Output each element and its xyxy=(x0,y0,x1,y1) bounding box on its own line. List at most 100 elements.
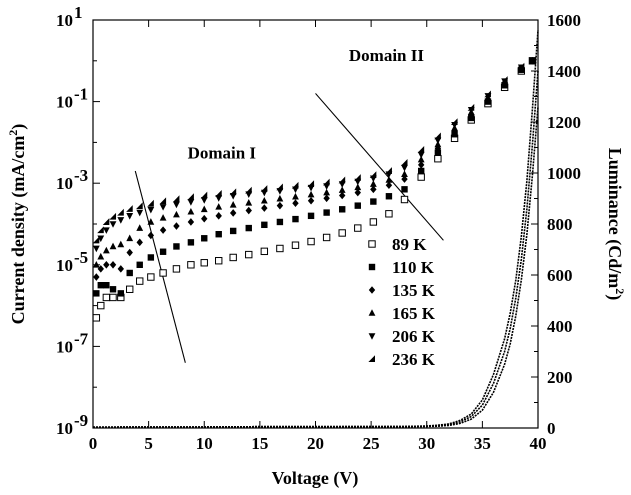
data-point xyxy=(369,180,377,187)
data-point xyxy=(322,233,331,242)
luminance-curves xyxy=(92,30,539,428)
data-point xyxy=(103,282,110,289)
data-point xyxy=(200,197,208,204)
data-point xyxy=(109,286,117,293)
x-tick-label: 25 xyxy=(363,434,380,453)
data-point xyxy=(172,265,181,273)
luminance-curve xyxy=(92,70,539,428)
data-point xyxy=(501,76,508,83)
data-point xyxy=(102,293,111,302)
data-point xyxy=(187,218,195,226)
data-point xyxy=(200,259,208,267)
data-point xyxy=(136,209,144,217)
data-point xyxy=(215,203,223,210)
data-point xyxy=(291,181,299,189)
data-point xyxy=(109,221,117,228)
data-point xyxy=(484,90,491,98)
data-point xyxy=(147,231,155,240)
data-point xyxy=(400,159,408,166)
data-point xyxy=(117,290,125,297)
domain-divider-line xyxy=(315,93,444,241)
y-right-tick-label: 1400 xyxy=(547,62,581,81)
data-point xyxy=(229,201,237,208)
data-point xyxy=(126,213,134,220)
y-right-tick-label: 1000 xyxy=(547,164,581,183)
data-point xyxy=(417,145,425,153)
legend: 89 K 110 K 135 K 165 K 206 K 236 K xyxy=(368,235,436,369)
data-point xyxy=(136,261,143,268)
data-point xyxy=(92,314,101,322)
data-point xyxy=(126,269,133,277)
data-point xyxy=(229,188,237,196)
data-point xyxy=(467,103,475,111)
data-point xyxy=(229,253,237,262)
data-point xyxy=(276,183,283,191)
data-point xyxy=(369,171,377,179)
x-tick-label: 5 xyxy=(144,434,153,453)
data-point xyxy=(385,181,393,190)
data-point xyxy=(97,282,104,289)
x-tick-label: 10 xyxy=(196,434,213,453)
data-point xyxy=(307,180,315,188)
data-point xyxy=(417,151,425,159)
data-point xyxy=(417,173,425,181)
data-point xyxy=(276,218,284,226)
data-point xyxy=(126,234,134,242)
data-point xyxy=(385,193,393,200)
data-point xyxy=(201,235,208,242)
data-point xyxy=(338,176,346,184)
data-point xyxy=(339,191,346,200)
data-point xyxy=(276,194,284,202)
domain-divider-line xyxy=(134,170,186,363)
legend-marker xyxy=(368,263,376,271)
data-point xyxy=(276,201,284,210)
data-point xyxy=(369,218,378,226)
data-point xyxy=(292,215,299,223)
legend-marker xyxy=(368,309,376,316)
series-135-k xyxy=(93,57,536,281)
y-left-tick-label: 10 xyxy=(56,337,73,356)
data-point xyxy=(401,164,408,172)
data-point xyxy=(159,269,167,277)
data-point xyxy=(102,218,110,225)
data-point xyxy=(291,241,300,249)
data-point xyxy=(117,217,125,224)
data-point xyxy=(354,224,362,232)
data-point xyxy=(292,199,299,207)
data-point xyxy=(102,246,110,254)
legend-label: 206 K xyxy=(392,327,436,346)
data-point xyxy=(261,204,268,212)
data-point xyxy=(417,155,425,163)
data-point xyxy=(93,290,100,297)
data-point xyxy=(147,218,155,225)
data-point xyxy=(261,221,268,229)
data-point xyxy=(147,254,155,261)
y-left-title-tail: ) xyxy=(8,124,29,130)
data-point xyxy=(117,265,125,273)
y-right-tick-label: 400 xyxy=(547,317,573,336)
data-point xyxy=(102,227,110,234)
y-left-tick-label: 10 xyxy=(56,11,73,30)
y-right-tick-label: 0 xyxy=(547,419,556,438)
data-point xyxy=(159,214,167,221)
data-point xyxy=(260,185,268,192)
data-point xyxy=(434,144,442,153)
data-point xyxy=(136,277,144,285)
x-tick-label: 35 xyxy=(474,434,491,453)
data-point xyxy=(93,273,100,281)
legend-label: 236 K xyxy=(392,350,436,369)
y-right-axis-title: Luminance (Cd/m2) xyxy=(604,148,627,301)
data-point xyxy=(159,204,167,211)
data-point xyxy=(215,212,222,220)
data-point xyxy=(245,206,252,215)
data-point xyxy=(215,190,222,197)
series-236-k xyxy=(92,57,536,244)
data-point xyxy=(109,212,117,220)
data-point xyxy=(147,206,155,214)
data-point xyxy=(370,185,377,194)
data-point xyxy=(229,227,237,235)
data-point xyxy=(400,195,409,204)
y-right-tick-label: 800 xyxy=(547,215,573,234)
data-point xyxy=(215,257,223,265)
